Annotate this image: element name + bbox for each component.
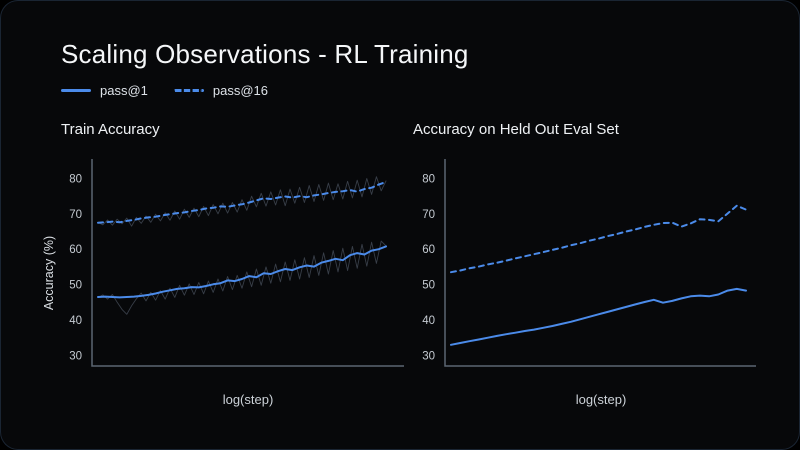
series-pass-1 [450,287,747,346]
y-tick-label: 40 [422,315,435,327]
legend-label-pass16: pass@16 [212,83,269,98]
y-axis-label: Accuracy (%) [42,235,56,311]
y-tick-label: 70 [69,209,82,221]
series-pass-1-raw [97,240,387,315]
y-tick-label: 80 [69,173,82,185]
axis-lines [91,159,404,367]
y-tick-label: 30 [69,350,82,362]
y-tick-label: 80 [422,173,435,185]
page-title: Scaling Observations - RL Training [61,39,469,69]
legend: pass@1 pass@16 [61,83,268,98]
y-tick-label: 30 [422,350,435,362]
series-pass-16 [450,204,747,274]
solid-line-swatch-icon [61,89,91,92]
left-x-axis-label: log(step) [222,392,274,407]
legend-label-pass1: pass@1 [100,83,148,98]
right-chart-title: Accuracy on Held Out Eval Set [413,121,619,138]
series-pass-16-raw [97,176,387,227]
axis-lines [444,159,756,367]
y-tick-label: 50 [422,280,435,292]
right-x-axis-label: log(step) [575,392,627,407]
y-tick-label: 70 [422,209,435,221]
series-pass-1 [97,245,387,299]
legend-item-pass16: pass@16 [173,83,269,98]
legend-item-pass1: pass@1 [61,83,148,98]
y-tick-label: 50 [69,280,82,292]
left-chart-title: Train Accuracy [61,121,160,138]
series-pass-16 [97,181,387,224]
y-tick-label: 60 [422,244,435,256]
y-tick-label: 60 [69,244,82,256]
dashed-line-swatch-icon [173,89,204,92]
y-tick-label: 40 [69,315,82,327]
